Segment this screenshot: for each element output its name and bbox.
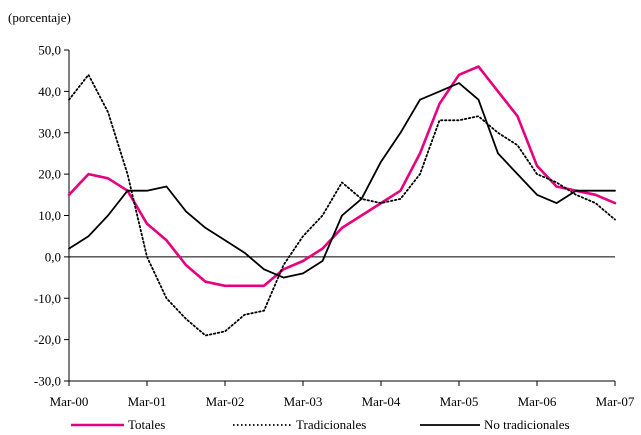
x-tick-label: Mar-07: [596, 394, 635, 409]
y-tick-label: 10,0: [38, 208, 61, 223]
series-line-no-tradicionales: [68, 82, 616, 279]
y-tick-label: 40,0: [38, 84, 61, 99]
series-line-totales: [67, 65, 617, 288]
series-lines: [67, 65, 617, 337]
y-tick-label: 50,0: [38, 43, 61, 58]
axes: -30,0 -20,0 -10,0 0,0 10,0 20,0 30,0 40,0 50,0 Ma…: [34, 43, 635, 410]
y-tick-label: -20,0: [34, 332, 61, 347]
legend: Totales Tradicionales No tradicionales: [71, 417, 570, 432]
x-tick-label: Mar-03: [284, 394, 323, 409]
x-tick-label: Mar-06: [518, 394, 557, 409]
legend-label: Tradicionales: [296, 417, 366, 432]
y-tick-label: 30,0: [38, 125, 61, 140]
unit-label: (porcentaje): [8, 10, 71, 25]
y-tick-label: 0,0: [45, 249, 61, 264]
x-tick-label: Mar-00: [50, 394, 89, 409]
x-tick-label: Mar-04: [362, 394, 401, 409]
legend-label: No tradicionales: [484, 417, 570, 432]
x-tick-label: Mar-02: [206, 394, 245, 409]
series-line-tradicionales: [68, 73, 616, 337]
y-tick-label: -10,0: [34, 291, 61, 306]
legend-label: Totales: [128, 417, 165, 432]
x-tick-label: Mar-01: [128, 394, 167, 409]
y-tick-label: 20,0: [38, 167, 61, 182]
x-tick-label: Mar-05: [440, 394, 479, 409]
y-tick-label: -30,0: [34, 374, 61, 389]
